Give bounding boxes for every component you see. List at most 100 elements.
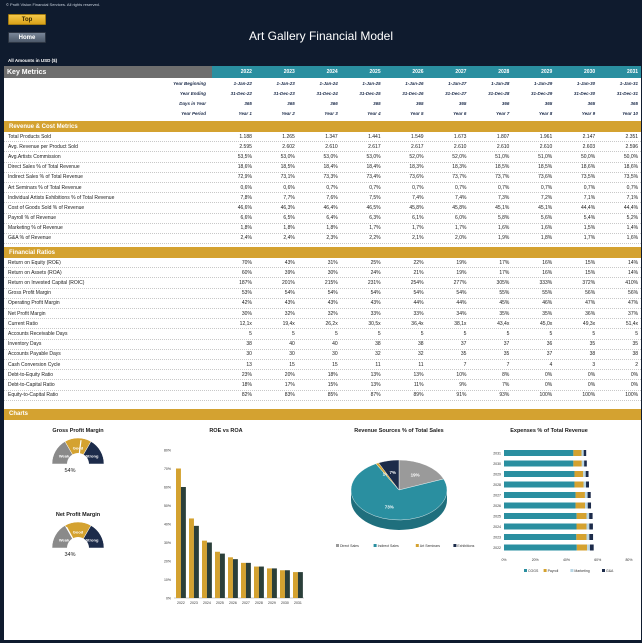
table-cell: 5 — [463, 330, 467, 337]
table-cell: 30% — [241, 310, 252, 317]
table-cell: 0,7% — [626, 184, 639, 191]
table-cell: 6,1% — [412, 215, 424, 222]
table-cell: 38 — [632, 351, 639, 358]
table-cell: 53% — [241, 290, 252, 297]
pie-slice — [398, 459, 444, 490]
table-cell: 30% — [327, 269, 338, 276]
table-cell: 51,0% — [538, 153, 553, 160]
period-cell: 31-Dec-28 — [488, 90, 510, 96]
roe-bar — [176, 468, 181, 598]
table-cell: 7,4% — [412, 194, 424, 201]
expense-bar-segment — [573, 449, 582, 456]
row-label: Individual Artists Exhibitions % of Tota… — [8, 194, 115, 201]
expense-bar-segment — [584, 460, 587, 467]
table-cell: 35 — [503, 351, 510, 358]
y-tick-label: 10% — [164, 578, 171, 582]
table-cell: 45,8% — [409, 204, 424, 211]
expense-bar-segment — [576, 512, 587, 519]
table-cell: 3 — [592, 361, 596, 368]
table-cell: 85% — [327, 392, 338, 399]
table-cell: 1.441 — [368, 133, 381, 140]
table-cell: 1,7% — [369, 225, 381, 232]
roa-bar — [206, 542, 212, 598]
chart-title: ROE vs ROA — [209, 428, 242, 434]
table-row: Individual Artists Exhibitions % of Tota… — [4, 193, 641, 204]
legend-swatch — [373, 543, 377, 547]
period-cell: 365 — [587, 100, 596, 106]
expense-bar-segment — [575, 491, 585, 498]
table-cell: 18,5% — [495, 164, 510, 171]
x-tick-label: 80% — [625, 558, 632, 562]
home-button[interactable]: Home — [8, 32, 46, 43]
table-cell: 1,8% — [326, 225, 338, 232]
table-row: Operating Profit Margin 42% 43% 43% 43% 44% 44… — [4, 299, 641, 309]
table-cell: 73,6% — [409, 174, 424, 181]
gauge-segment-label: Weak — [59, 537, 70, 542]
table-cell: 44% — [413, 300, 424, 307]
table-cell: 45,0x — [540, 320, 553, 327]
table-cell: 6,5% — [283, 215, 295, 222]
table-cell: 47% — [585, 300, 596, 307]
table-cell: 13% — [413, 371, 424, 378]
expense-bar-segment — [504, 502, 576, 509]
y-tick-label: 0% — [166, 596, 171, 600]
table-cell: 30 — [289, 351, 295, 358]
key-metrics-header: Key Metrics 2022 2023 2024 2025 2026 2027 2028… — [4, 66, 641, 78]
sheet: Key Metrics 2022 2023 2024 2025 2026 2027 2028… — [4, 66, 641, 640]
table-cell: 19% — [456, 269, 467, 276]
gauge-title: Net Profit Margin — [56, 512, 101, 518]
year-headers: 2022 2023 2024 2025 2026 2027 2028 2029 2030 2031 — [212, 69, 641, 75]
top-button[interactable]: Top — [8, 14, 46, 25]
year-header: 2023 — [283, 69, 295, 75]
legend-label: Marketing — [574, 568, 589, 572]
table-cell: 1,6% — [626, 235, 639, 242]
table-cell: 35% — [499, 310, 510, 317]
table-cell: 2.602 — [282, 143, 295, 150]
table-cell: 0% — [630, 381, 639, 388]
table-cell: 17% — [499, 259, 510, 266]
table-cell: 2.610 — [496, 143, 510, 150]
table-row: G&A % of Revenue 2,4% 2,4% 2,3% 2,2% 2,1% 2,0%… — [4, 234, 641, 245]
table-cell: 19,4x — [282, 320, 295, 327]
table-cell: 9% — [459, 381, 467, 388]
expense-bar-segment — [504, 449, 574, 456]
table-cell: 1,8% — [540, 235, 553, 242]
period-row: Year Ending 31-Dec-22 31-Dec-23 31-Dec-24 31… — [4, 88, 641, 98]
pie-label: 7% — [389, 470, 396, 475]
y-tick-label: 40% — [164, 522, 171, 526]
period-cell: 365 — [416, 100, 424, 106]
table-cell: 0% — [630, 371, 639, 378]
period-cell: 365 — [244, 100, 252, 106]
table-cell: 0% — [545, 381, 553, 388]
x-tick-label: 2028 — [255, 601, 263, 605]
table-cell: 2.351 — [625, 133, 639, 140]
table-cell: 37 — [546, 351, 553, 358]
period-cell: 1-Jan-30 — [576, 80, 596, 86]
roe-bar — [254, 566, 259, 598]
table-cell: 46,6% — [237, 204, 252, 211]
table-cell: 73,7% — [452, 174, 467, 181]
table-row: Accounts Payable Days 30 30 30 32 32 35 35 37 38 3… — [4, 350, 641, 360]
table-cell: 1,5% — [583, 225, 596, 232]
period-cell: 365 — [544, 100, 553, 106]
period-cell: 365 — [458, 100, 467, 106]
legend-swatch — [570, 568, 574, 572]
row-label: Avg.Artists Commission — [8, 153, 61, 160]
expense-bar-segment — [587, 491, 591, 498]
table-cell: 30 — [332, 351, 338, 358]
table-cell: 45,8% — [452, 204, 467, 211]
table-cell: 30,5x — [368, 320, 381, 327]
table-cell: 38,1x — [454, 320, 467, 327]
period-cell: 365 — [630, 100, 639, 106]
row-label: Equity-to-Capital Ratio — [8, 392, 59, 399]
period-cell: 31-Dec-23 — [273, 90, 295, 96]
table-cell: 20% — [284, 371, 295, 378]
table-cell: 1.673 — [453, 133, 467, 140]
table-cell: 6,3% — [369, 215, 381, 222]
table-cell: 7% — [502, 381, 510, 388]
period-cell: 31-Dec-24 — [316, 90, 338, 96]
row-label: Accounts Receivable Days — [8, 330, 68, 337]
table-cell: 17% — [499, 269, 510, 276]
table-cell: 100% — [582, 392, 596, 399]
table-cell: 32% — [284, 310, 295, 317]
